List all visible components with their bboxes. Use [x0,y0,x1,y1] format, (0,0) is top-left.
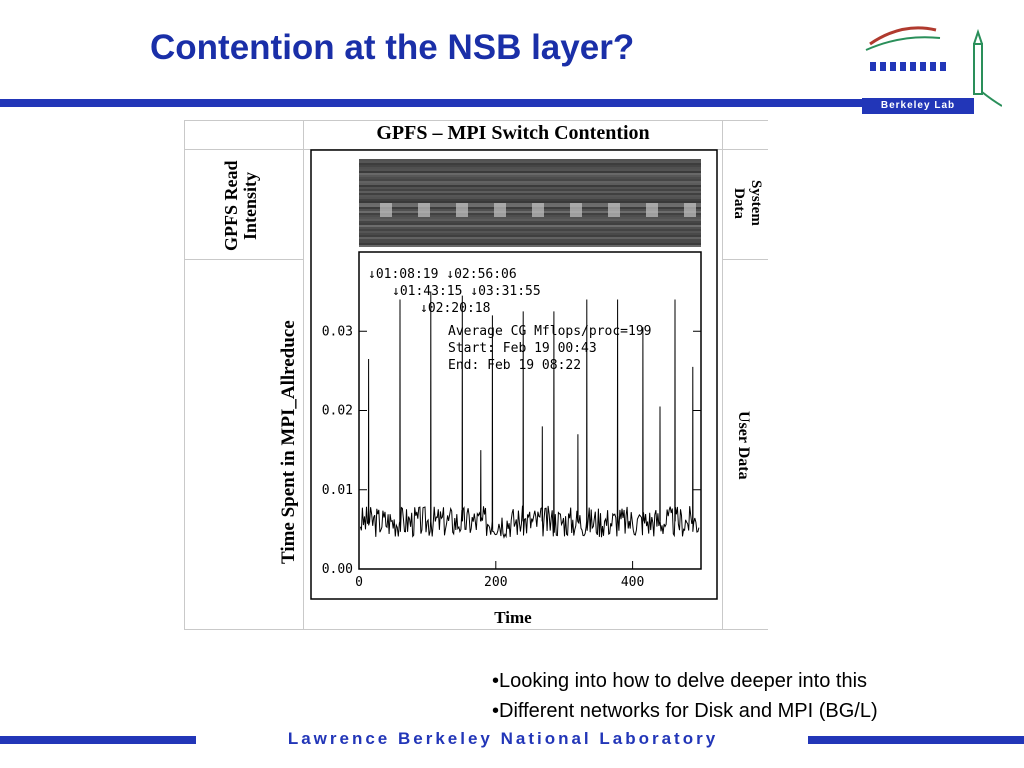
mpi-allreduce-label: Time Spent in MPI_Allreduce [278,320,299,565]
x-tick-label: 200 [484,575,507,590]
footer-rule-right [808,736,1024,744]
heatmap-bright-spot [532,203,544,217]
user-data-label: User Data [735,410,752,480]
heatmap-bright-spot [456,203,468,217]
series-line-allreduce [359,291,700,539]
heatmap-bright-spot [684,203,696,217]
footer-rule-left [0,736,196,744]
annotation-row2: ↓01:43:15 ↓03:31:55 [392,284,541,299]
heatmap-bright-spot [494,203,506,217]
footer-lab-name: Lawrence Berkeley National Laboratory [287,729,719,748]
logo-text: Berkeley Lab [862,98,974,114]
cell-right-top [722,120,768,150]
heatmap-bright-spot [570,203,582,217]
annotation-stats3: End: Feb 19 08:22 [448,358,581,373]
annotation-row3: ↓02:20:18 [420,301,490,316]
heatmap-bright-spot [608,203,620,217]
chart-plot: 0.00 0.01 0.02 0.03 0 200 400 ↓01:08:19 ↓02:56… [310,149,718,600]
figure-table: GPFS – MPI Switch Contention GPFS Read I… [184,120,768,630]
slide-title: Contention at the NSB layer? [150,28,635,67]
annotation-stats2: Start: Feb 19 00:43 [448,341,597,356]
heatmap-bright-spot [380,203,392,217]
y-tick-label: 0.00 [322,562,353,577]
gpfs-intensity-heatmap [359,159,701,247]
logo-graphic [865,26,1003,107]
y-tick-label: 0.01 [322,483,353,498]
system-data-label: System Data [731,180,764,226]
cell-corner [184,120,304,150]
heatmap-bright-spot [418,203,430,217]
berkeley-lab-logo: Berkeley Lab [862,18,1003,114]
y-tick-label: 0.03 [322,324,353,339]
bullet-item-1: •Looking into how to delve deeper into t… [492,670,868,692]
x-axis-label: Time [494,608,532,627]
x-tick-label: 0 [355,575,363,590]
top-rule [0,99,862,107]
gpfs-read-intensity-label: GPFS Read Intensity [221,160,260,252]
annotation-stats1: Average CG Mflops/proc=199 [448,324,652,339]
heatmap-bright-spot [646,203,658,217]
bullet-item-2: •Different networks for Disk and MPI (BG… [492,700,878,722]
figure-title: GPFS – MPI Switch Contention [376,122,650,144]
cell-right-lower [722,259,768,630]
x-tick-label: 400 [621,575,644,590]
y-tick-label: 0.02 [322,404,353,419]
bullet-list: •Looking into how to delve deeper into t… [492,666,878,726]
annotation-row1: ↓01:08:19 ↓02:56:06 [368,267,517,282]
